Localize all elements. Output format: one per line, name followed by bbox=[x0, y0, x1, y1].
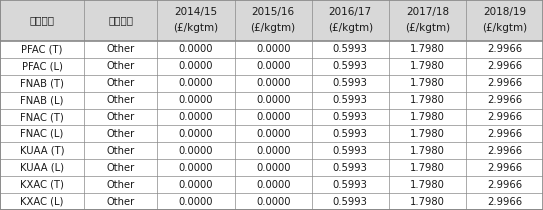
Text: FNAB (L): FNAB (L) bbox=[21, 95, 64, 105]
Text: 0.5993: 0.5993 bbox=[333, 129, 368, 139]
Text: 2.9966: 2.9966 bbox=[487, 197, 522, 207]
Text: 0.0000: 0.0000 bbox=[256, 129, 291, 139]
Text: 2.9966: 2.9966 bbox=[487, 44, 522, 54]
Text: 0.5993: 0.5993 bbox=[333, 61, 368, 71]
Text: (£/kgtm): (£/kgtm) bbox=[250, 24, 296, 33]
Text: Other: Other bbox=[106, 197, 135, 207]
Text: FNAB (T): FNAB (T) bbox=[20, 78, 64, 88]
Text: (£/kgtm): (£/kgtm) bbox=[327, 24, 373, 33]
Text: 0.5993: 0.5993 bbox=[333, 180, 368, 190]
Text: 1.7980: 1.7980 bbox=[410, 95, 445, 105]
Text: 2.9966: 2.9966 bbox=[487, 180, 522, 190]
Text: 0.0000: 0.0000 bbox=[256, 163, 291, 173]
Text: KUAA (T): KUAA (T) bbox=[20, 146, 64, 156]
Text: 0.5993: 0.5993 bbox=[333, 163, 368, 173]
Text: Other: Other bbox=[106, 78, 135, 88]
Text: 0.0000: 0.0000 bbox=[179, 129, 213, 139]
Text: 0.0000: 0.0000 bbox=[256, 78, 291, 88]
Text: (£/kgtm): (£/kgtm) bbox=[173, 24, 219, 33]
Text: 0.0000: 0.0000 bbox=[256, 44, 291, 54]
Text: 1.7980: 1.7980 bbox=[410, 163, 445, 173]
Text: 0.0000: 0.0000 bbox=[179, 146, 213, 156]
Text: PFAC (L): PFAC (L) bbox=[22, 61, 62, 71]
Text: 2.9966: 2.9966 bbox=[487, 129, 522, 139]
Text: 0.0000: 0.0000 bbox=[256, 146, 291, 156]
Text: 2016/17: 2016/17 bbox=[329, 8, 372, 17]
Text: 2018/19: 2018/19 bbox=[483, 8, 526, 17]
Text: 2.9966: 2.9966 bbox=[487, 146, 522, 156]
Text: 2.9966: 2.9966 bbox=[487, 95, 522, 105]
Text: Other: Other bbox=[106, 44, 135, 54]
Text: 1.7980: 1.7980 bbox=[410, 129, 445, 139]
Text: 1.7980: 1.7980 bbox=[410, 146, 445, 156]
Text: 2.9966: 2.9966 bbox=[487, 61, 522, 71]
Text: Other: Other bbox=[106, 95, 135, 105]
Text: KXAC (L): KXAC (L) bbox=[21, 197, 64, 207]
Text: 0.0000: 0.0000 bbox=[179, 163, 213, 173]
Text: 0.0000: 0.0000 bbox=[256, 197, 291, 207]
Text: 0.5993: 0.5993 bbox=[333, 78, 368, 88]
Text: KUAA (L): KUAA (L) bbox=[20, 163, 64, 173]
Text: 0.0000: 0.0000 bbox=[179, 78, 213, 88]
Text: 0.5993: 0.5993 bbox=[333, 95, 368, 105]
Text: 차량종류: 차량종류 bbox=[29, 16, 55, 25]
Text: 0.5993: 0.5993 bbox=[333, 112, 368, 122]
Text: Other: Other bbox=[106, 163, 135, 173]
Text: 2017/18: 2017/18 bbox=[406, 8, 449, 17]
Text: Other: Other bbox=[106, 61, 135, 71]
Text: 1.7980: 1.7980 bbox=[410, 78, 445, 88]
Text: 0.0000: 0.0000 bbox=[256, 112, 291, 122]
Text: 2.9966: 2.9966 bbox=[487, 112, 522, 122]
Text: 0.0000: 0.0000 bbox=[179, 95, 213, 105]
Text: FNAC (T): FNAC (T) bbox=[20, 112, 64, 122]
Text: (£/kgtm): (£/kgtm) bbox=[482, 24, 527, 33]
Text: 2.9966: 2.9966 bbox=[487, 78, 522, 88]
Text: 0.0000: 0.0000 bbox=[179, 61, 213, 71]
Text: 0.0000: 0.0000 bbox=[256, 95, 291, 105]
Text: Other: Other bbox=[106, 112, 135, 122]
Text: 2014/15: 2014/15 bbox=[174, 8, 218, 17]
Text: 0.5993: 0.5993 bbox=[333, 146, 368, 156]
Text: 0.0000: 0.0000 bbox=[179, 44, 213, 54]
Text: 0.0000: 0.0000 bbox=[179, 180, 213, 190]
Bar bbox=[0, 0, 543, 41]
Text: FNAC (L): FNAC (L) bbox=[21, 129, 64, 139]
Text: Other: Other bbox=[106, 129, 135, 139]
Text: 0.0000: 0.0000 bbox=[256, 180, 291, 190]
Text: 1.7980: 1.7980 bbox=[410, 112, 445, 122]
Text: 2.9966: 2.9966 bbox=[487, 163, 522, 173]
Text: 화물종류: 화물종류 bbox=[108, 16, 134, 25]
Text: 1.7980: 1.7980 bbox=[410, 197, 445, 207]
Text: 0.0000: 0.0000 bbox=[179, 197, 213, 207]
Text: Other: Other bbox=[106, 146, 135, 156]
Text: 0.5993: 0.5993 bbox=[333, 197, 368, 207]
Text: 1.7980: 1.7980 bbox=[410, 44, 445, 54]
Text: (£/kgtm): (£/kgtm) bbox=[405, 24, 450, 33]
Text: 1.7980: 1.7980 bbox=[410, 61, 445, 71]
Text: KXAC (T): KXAC (T) bbox=[20, 180, 64, 190]
Text: 0.5993: 0.5993 bbox=[333, 44, 368, 54]
Text: Other: Other bbox=[106, 180, 135, 190]
Text: 1.7980: 1.7980 bbox=[410, 180, 445, 190]
Text: 2015/16: 2015/16 bbox=[251, 8, 295, 17]
Text: 0.0000: 0.0000 bbox=[179, 112, 213, 122]
Text: PFAC (T): PFAC (T) bbox=[21, 44, 63, 54]
Text: 0.0000: 0.0000 bbox=[256, 61, 291, 71]
